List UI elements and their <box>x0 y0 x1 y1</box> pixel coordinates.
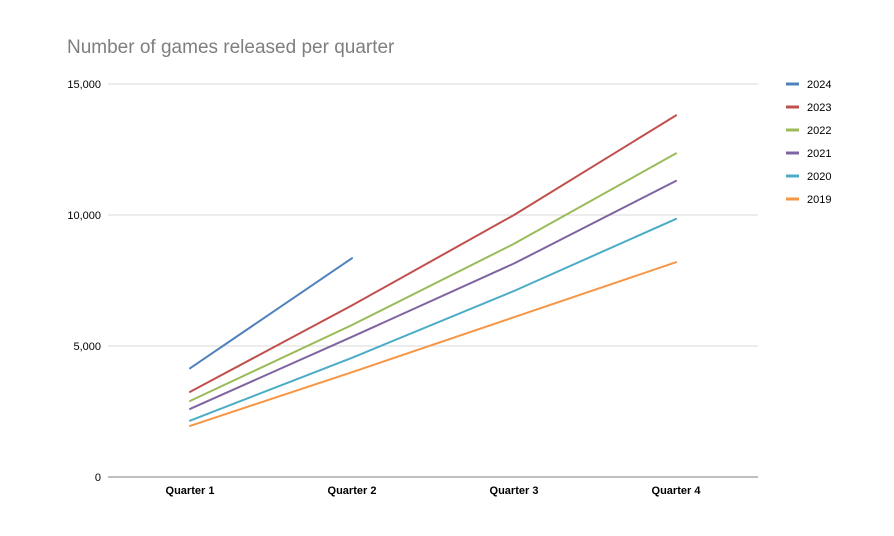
series-line-2024 <box>189 257 353 370</box>
legend-label-2019: 2019 <box>807 194 831 206</box>
y-tick-label: 5,000 <box>73 341 101 353</box>
series-line-2023 <box>189 114 677 393</box>
legend-label-2021: 2021 <box>807 148 831 160</box>
series-line-2022 <box>189 152 677 402</box>
chart-title: Number of games released per quarter <box>67 37 395 58</box>
y-tick-label: 15,000 <box>67 79 101 91</box>
y-tick-label: 0 <box>95 472 101 484</box>
legend-label-2022: 2022 <box>807 125 831 137</box>
series-line-2020 <box>189 217 677 422</box>
x-tick-label: Quarter 4 <box>652 485 702 497</box>
legend-label-2023: 2023 <box>807 102 831 114</box>
x-tick-label: Quarter 3 <box>490 485 539 497</box>
y-tick-label: 10,000 <box>67 210 101 222</box>
legend-label-2024: 2024 <box>807 79 831 91</box>
legend-label-2020: 2020 <box>807 171 831 183</box>
series-line-2019 <box>189 261 677 427</box>
series-line-2021 <box>189 179 677 410</box>
x-tick-label: Quarter 1 <box>166 485 215 497</box>
x-tick-label: Quarter 2 <box>328 485 377 497</box>
